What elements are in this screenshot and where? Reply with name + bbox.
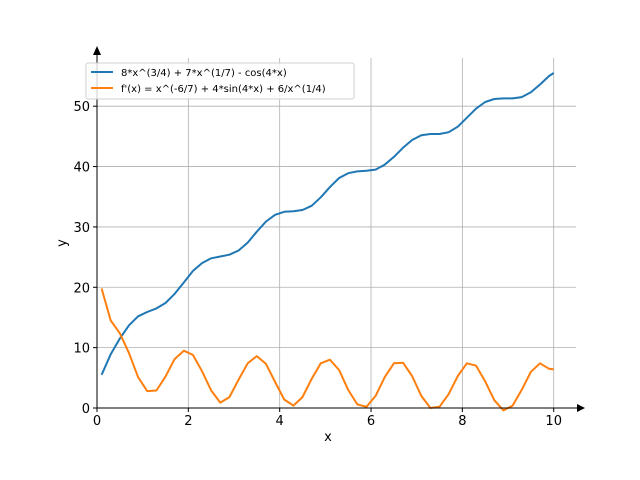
y-tick-label: 0 — [82, 402, 90, 417]
y-tick-label: 30 — [73, 221, 90, 236]
series-line-1 — [100, 72, 555, 376]
x-tick-label: 2 — [184, 414, 192, 429]
x-tick-label: 4 — [276, 414, 284, 429]
grid — [96, 58, 576, 409]
tick-labels: 0 2 4 6 8 10 0 10 20 30 40 50 — [73, 100, 562, 429]
legend-box — [85, 62, 355, 100]
series-line-2 — [100, 288, 554, 412]
axes — [93, 46, 585, 412]
x-tick-label: 8 — [458, 414, 466, 429]
x-tick-label: 6 — [367, 414, 375, 429]
legend-label-series-1: 8*x^(3/4) + 7*x^(1/7) - cos(4*x) — [121, 68, 287, 79]
x-axis-label: x — [324, 430, 332, 445]
legend: 8*x^(3/4) + 7*x^(1/7) - cos(4*x) f'(x) =… — [85, 62, 355, 100]
legend-label-series-2: f'(x) = x^(-6/7) + 4*sin(4*x) + 6/x^(1/4… — [121, 84, 326, 95]
y-axis-arrow-icon — [93, 46, 101, 55]
x-tick-label: 10 — [545, 414, 562, 429]
y-axis-label: y — [55, 239, 70, 247]
x-tick-label: 0 — [93, 414, 101, 429]
y-tick-label: 20 — [73, 281, 90, 296]
series-layer — [100, 72, 555, 412]
y-tick-label: 40 — [73, 161, 90, 176]
y-tick-label: 10 — [73, 342, 90, 357]
y-tick-label: 50 — [73, 100, 90, 115]
x-axis-arrow-icon — [577, 404, 585, 412]
